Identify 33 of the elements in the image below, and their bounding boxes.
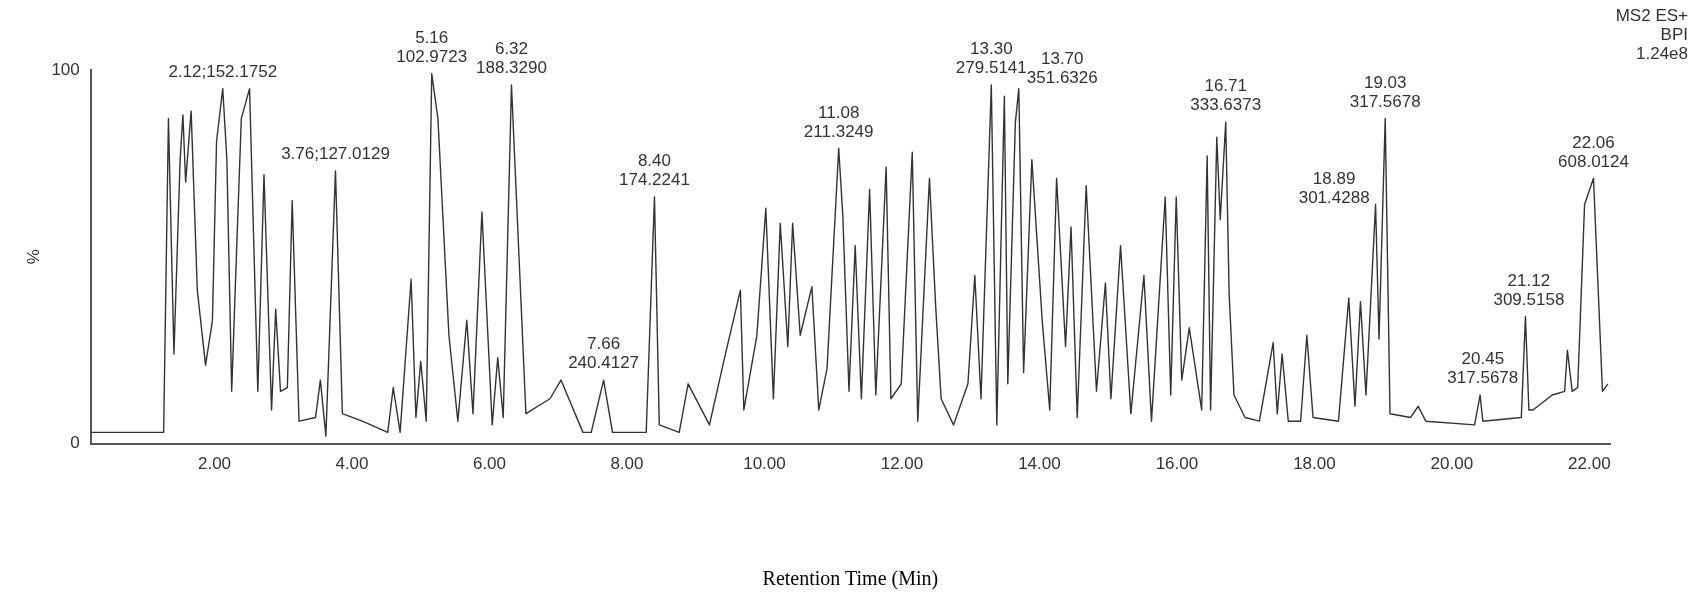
x-tick-label: 2.00: [197, 454, 232, 474]
x-tick-label: 6.00: [472, 454, 507, 474]
annotation: 22.06 608.0124: [1558, 132, 1629, 171]
x-tick-label: 18.00: [1293, 454, 1336, 474]
annotation: 18.89 301.4288: [1298, 168, 1370, 207]
annotation: 3.76;127.0129: [281, 144, 390, 164]
x-tick-label: 4.00: [335, 454, 369, 474]
annotation: 21.12 309.5158: [1493, 270, 1565, 309]
annotation: 19.03 317.5678: [1349, 72, 1421, 111]
x-tick-label: 14.00: [1018, 454, 1061, 474]
annotation: 7.66 240.4127: [568, 334, 640, 373]
text: 1.24e8: [1636, 44, 1688, 64]
annotation: 2.12;152.1752: [168, 61, 278, 81]
x-tick-label: 12.00: [880, 454, 924, 474]
x-axis-title: Retention Time (Min): [762, 567, 939, 591]
x-tick-label: 8.00: [610, 454, 644, 474]
y-tick-label: 100: [51, 59, 80, 79]
annotation: 5.16 102.9723: [396, 27, 468, 66]
y-tick-label: 0: [70, 433, 80, 453]
text: MS2 ES+: [1615, 6, 1689, 26]
annotation: 6.32 188.3290: [476, 39, 547, 78]
annotation: 16.71 333.6373: [1190, 76, 1262, 115]
x-tick-label: 16.00: [1155, 454, 1199, 474]
x-tick-label: 22.00: [1568, 454, 1611, 474]
text: BPI: [1660, 25, 1688, 45]
annotation: 11.08 211.3249: [803, 102, 874, 141]
x-tick-label: 20.00: [1430, 454, 1474, 474]
annotation: 8.40 174.2241: [619, 151, 690, 190]
annotation: 20.45 317.5678: [1447, 349, 1519, 388]
annotation: 13.30 279.5141: [955, 39, 1027, 78]
annotation: 13.70 351.6326: [1026, 48, 1098, 87]
x-tick-label: 10.00: [743, 454, 786, 474]
y-axis-title: %: [23, 249, 43, 265]
